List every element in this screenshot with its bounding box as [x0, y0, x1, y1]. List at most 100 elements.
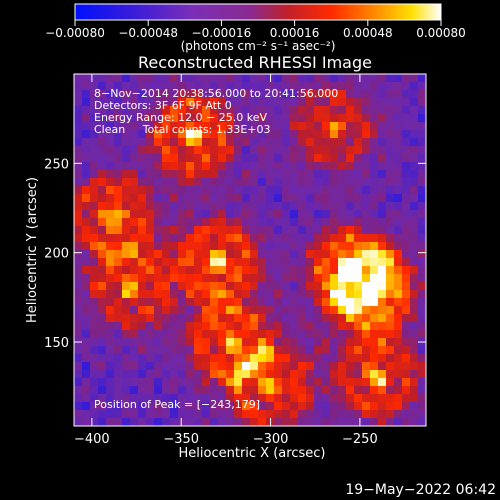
heatmap-cell: [138, 170, 147, 179]
heatmap-cell: [162, 74, 171, 83]
heatmap-cell: [170, 242, 179, 251]
heatmap-cell: [298, 234, 307, 243]
heatmap-cell: [242, 74, 251, 83]
heatmap-cell: [186, 146, 195, 155]
heatmap-cell: [90, 114, 99, 123]
heatmap-cell: [298, 338, 307, 347]
heatmap-cell: [266, 170, 275, 179]
heatmap-cell: [218, 186, 227, 195]
heatmap-cell: [194, 370, 203, 379]
heatmap-cell: [370, 354, 379, 363]
heatmap-cell: [138, 114, 147, 123]
heatmap-cell: [266, 98, 275, 107]
heatmap-cell: [234, 298, 243, 307]
chart-title: Reconstructed RHESSI Image: [138, 53, 372, 72]
heatmap-cell: [146, 90, 155, 99]
heatmap-cell: [266, 322, 275, 331]
heatmap-cell: [98, 410, 107, 419]
heatmap-cell: [306, 82, 315, 91]
heatmap-cell: [306, 306, 315, 315]
heatmap-cell: [402, 162, 411, 171]
heatmap-cell: [74, 74, 83, 83]
heatmap-cell: [354, 114, 363, 123]
heatmap-cell: [378, 138, 387, 147]
heatmap-cell: [234, 154, 243, 163]
heatmap-cell: [410, 394, 419, 403]
heatmap-cell: [218, 346, 227, 355]
heatmap-cell: [298, 114, 307, 123]
heatmap-cell: [250, 290, 259, 299]
heatmap-cell: [90, 298, 99, 307]
heatmap-cell: [346, 90, 355, 99]
heatmap-cell: [322, 106, 331, 115]
heatmap-cell: [370, 138, 379, 147]
heatmap-cell: [178, 130, 187, 139]
heatmap-cell: [90, 386, 99, 395]
heatmap-cell: [146, 250, 155, 259]
heatmap-cell: [418, 306, 426, 315]
heatmap-cell: [354, 146, 363, 155]
heatmap-cell: [258, 74, 267, 83]
heatmap-cell: [82, 154, 91, 163]
heatmap-cell: [202, 250, 211, 259]
heatmap-cell: [394, 418, 403, 426]
heatmap-cell: [322, 114, 331, 123]
heatmap-cell: [162, 122, 171, 131]
heatmap-cell: [274, 82, 283, 91]
heatmap-cell: [378, 106, 387, 115]
heatmap-cell: [122, 114, 131, 123]
heatmap-cell: [338, 146, 347, 155]
heatmap-cell: [282, 394, 291, 403]
heatmap-cell: [146, 346, 155, 355]
heatmap-cell: [266, 346, 275, 355]
heatmap-cell: [218, 330, 227, 339]
heatmap-cell: [98, 242, 107, 251]
heatmap-cell: [114, 154, 123, 163]
heatmap-cell: [314, 130, 323, 139]
heatmap-cell: [138, 418, 147, 426]
heatmap-cell: [410, 170, 419, 179]
heatmap-cell: [250, 378, 259, 387]
heatmap-cell: [250, 266, 259, 275]
heatmap-cell: [186, 106, 195, 115]
heatmap-cell: [106, 314, 115, 323]
heatmap-cell: [298, 402, 307, 411]
heatmap-cell: [138, 194, 147, 203]
heatmap-cell: [194, 298, 203, 307]
heatmap-cell: [226, 258, 235, 267]
heatmap-cell: [362, 226, 371, 235]
heatmap-cell: [402, 90, 411, 99]
heatmap-cell: [146, 306, 155, 315]
heatmap-cell: [330, 370, 339, 379]
heatmap-cell: [330, 322, 339, 331]
heatmap-cell: [402, 138, 411, 147]
heatmap-cell: [386, 106, 395, 115]
heatmap-cell: [226, 290, 235, 299]
heatmap-cell: [250, 210, 259, 219]
heatmap-cell: [242, 346, 251, 355]
heatmap-cell: [266, 314, 275, 323]
heatmap-cell: [122, 74, 131, 83]
heatmap-cell: [242, 354, 251, 363]
heatmap-cell: [130, 170, 139, 179]
heatmap-cell: [114, 394, 123, 403]
heatmap-cell: [202, 194, 211, 203]
heatmap-cell: [130, 394, 139, 403]
heatmap-cell: [362, 378, 371, 387]
heatmap-cell: [378, 226, 387, 235]
heatmap-cell: [194, 394, 203, 403]
heatmap-cell: [74, 354, 83, 363]
heatmap-cell: [138, 202, 147, 211]
heatmap-cell: [322, 122, 331, 131]
heatmap-cell: [258, 298, 267, 307]
heatmap-cell: [346, 314, 355, 323]
heatmap-cell: [170, 354, 179, 363]
heatmap-cell: [362, 130, 371, 139]
heatmap-cell: [106, 234, 115, 243]
heatmap-cell: [370, 314, 379, 323]
heatmap-cell: [410, 330, 419, 339]
heatmap-cell: [394, 130, 403, 139]
heatmap-cell: [178, 410, 187, 419]
heatmap-cell: [362, 418, 371, 426]
heatmap-cell: [226, 370, 235, 379]
